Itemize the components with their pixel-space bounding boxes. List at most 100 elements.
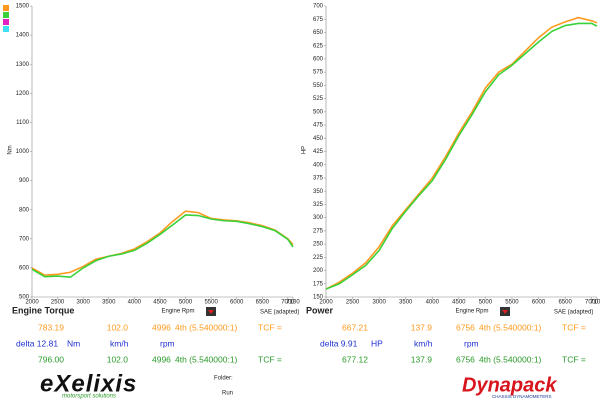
series-line xyxy=(325,22,598,290)
readout: TCF = xyxy=(258,322,282,332)
y-tick-label: 425 xyxy=(313,149,324,155)
y-tick-label: 500 xyxy=(19,295,30,301)
x-tick-label: 3000 xyxy=(372,300,386,306)
x-tick-label: 4000 xyxy=(128,300,142,306)
folder: Folder: xyxy=(214,376,233,382)
brand-tagline: CHASSIS DYNAMOMETERS xyxy=(492,394,552,399)
x-tick-label: 3500 xyxy=(399,300,413,306)
y-axis-label: Nm xyxy=(8,145,14,154)
x-tick-label: 7100 xyxy=(590,300,600,306)
series-line xyxy=(31,214,294,279)
readout: 677.12 xyxy=(342,354,368,364)
y-tick-label: 325 xyxy=(313,202,324,208)
x-tick-label: 5000 xyxy=(479,300,493,306)
readout: delta 9.91 xyxy=(320,338,358,348)
y-tick-label: 575 xyxy=(313,70,324,76)
cursor-heart xyxy=(502,310,508,314)
y-tick-label: 300 xyxy=(313,215,324,221)
readout: delta 12.81 xyxy=(16,338,58,348)
readout: km/h xyxy=(110,338,129,348)
y-tick-label: 600 xyxy=(19,265,30,271)
y-tick-label: 800 xyxy=(19,207,30,213)
x-tick-label: 7000 xyxy=(281,300,295,306)
y-tick-label: 350 xyxy=(313,189,324,195)
y-tick-label: 1300 xyxy=(16,62,30,68)
series-line xyxy=(325,16,598,290)
x-tick-label: 5000 xyxy=(179,300,193,306)
readout: 102.0 xyxy=(107,354,129,364)
y-tick-label: 700 xyxy=(313,4,324,10)
y-tick-label: 475 xyxy=(313,123,324,129)
tagline: motorsport solutions xyxy=(62,394,116,400)
readout: 4996 xyxy=(152,322,171,332)
readout: 667.21 xyxy=(342,322,368,332)
readout: TCF = xyxy=(562,354,586,364)
chart-title: Engine Torque xyxy=(12,305,74,315)
swatch xyxy=(3,12,9,18)
x-tick-label: 7100 xyxy=(286,300,300,306)
y-tick-label: 250 xyxy=(313,242,324,248)
y-tick-label: 1400 xyxy=(16,33,30,39)
x-tick-label: 6000 xyxy=(230,300,244,306)
readout: km/h xyxy=(414,338,433,348)
readout: 137.9 xyxy=(411,354,433,364)
readout: Nm xyxy=(67,338,80,348)
y-tick-label: 200 xyxy=(313,268,324,274)
readout: 796.00 xyxy=(38,354,64,364)
x-tick-label: 2500 xyxy=(51,300,65,306)
readout: TCF = xyxy=(562,322,586,332)
note: SAE (adapted) xyxy=(260,310,299,316)
brand: Dynapack xyxy=(462,374,557,396)
readout: HP xyxy=(371,338,383,348)
y-tick-label: 1000 xyxy=(16,149,30,155)
y-tick-label: 1100 xyxy=(16,120,30,126)
x-tick-label: 6000 xyxy=(532,300,546,306)
x-tick-label: 2000 xyxy=(319,300,333,306)
x-tick-label: 6500 xyxy=(558,300,572,306)
x-tick-label: 3500 xyxy=(102,300,116,306)
cursor-heart xyxy=(208,310,214,314)
readout: 137.9 xyxy=(411,322,433,332)
swatch xyxy=(3,5,9,11)
y-tick-label: 600 xyxy=(313,56,324,62)
readout: rpm xyxy=(464,338,479,348)
y-tick-label: 650 xyxy=(313,30,324,36)
y-tick-label: 525 xyxy=(313,96,324,102)
y-tick-label: 1200 xyxy=(16,91,30,97)
y-tick-label: 275 xyxy=(313,228,324,234)
y-tick-label: 175 xyxy=(313,281,324,287)
readout: 4th (5.540000:1) xyxy=(175,322,238,332)
y-tick-label: 375 xyxy=(313,176,324,182)
readout: 6756 xyxy=(456,354,475,364)
y-tick-label: 400 xyxy=(313,162,324,168)
y-tick-label: 500 xyxy=(313,109,324,115)
x-tick-label: 5500 xyxy=(204,300,218,306)
y-tick-label: 700 xyxy=(19,236,30,242)
readout: 6756 xyxy=(456,322,475,332)
readout: 4th (5.540000:1) xyxy=(479,354,542,364)
chart-title: Power xyxy=(306,305,334,315)
readout: TCF = xyxy=(258,354,282,364)
x-tick-label: 4500 xyxy=(452,300,466,306)
x-tick-label: 2500 xyxy=(346,300,360,306)
y-tick-label: 625 xyxy=(313,43,324,49)
y-tick-label: 675 xyxy=(313,17,324,23)
x-tick-label: 4000 xyxy=(426,300,440,306)
readout: 4th (5.540000:1) xyxy=(175,354,238,364)
y-tick-label: 550 xyxy=(313,83,324,89)
readout: 783.19 xyxy=(38,322,64,332)
y-axis-label: HP xyxy=(302,146,308,154)
readout: 4th (5.540000:1) xyxy=(479,322,542,332)
x-tick-label: 5500 xyxy=(505,300,519,306)
readout: rpm xyxy=(160,338,175,348)
run: Run xyxy=(222,391,233,397)
logo: eXelixis xyxy=(40,370,137,397)
x-tick-label: 2000 xyxy=(25,300,39,306)
y-tick-label: 150 xyxy=(313,295,324,301)
y-tick-label: 450 xyxy=(313,136,324,142)
x-tick-label: 6500 xyxy=(256,300,270,306)
note: SAE (adapted) xyxy=(554,310,593,316)
readout: 102.0 xyxy=(107,322,129,332)
x-axis-label: Engine Rpm xyxy=(161,309,194,315)
